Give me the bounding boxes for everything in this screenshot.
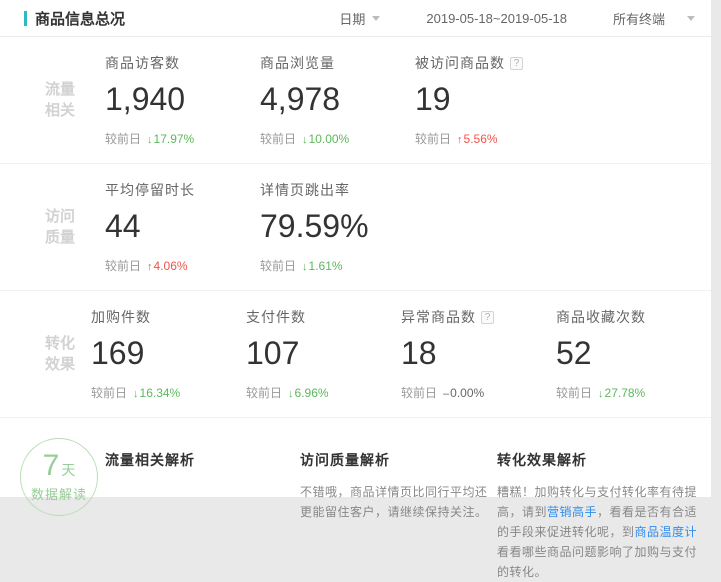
metric-visited-products: 被访问商品数? 19 较前日 ↑5.56% [415, 53, 570, 147]
trend-arrow-icon: ↓ [598, 388, 604, 400]
metric-label: 商品访客数 [105, 55, 180, 71]
insights-section: 7 天 数据解读 流量相关解析 访问质量解析 不错哦，商品详情页比同行平均还更能… [0, 418, 711, 582]
trend-arrow-icon: ↑ [457, 134, 463, 146]
terminal-dropdown[interactable]: 所有终端 [613, 9, 695, 28]
compare-label: 较前日 [260, 259, 297, 273]
badge-subtitle: 数据解读 [30, 487, 87, 502]
trend-percent: 0.00% [450, 386, 485, 400]
insight-body-visit-quality: 不错哦，商品详情页比同行平均还更能留住客户，请继续保持关注。 [300, 485, 488, 519]
metric-value: 4,978 [260, 81, 341, 117]
metric-abnormal-product-count: 异常商品数? 18 较前日 –0.00% [401, 307, 556, 401]
help-icon[interactable]: ? [481, 310, 494, 324]
trend-percent: 6.96% [294, 386, 329, 400]
trend-arrow-icon: ↑ [147, 261, 153, 273]
compare-label: 较前日 [91, 386, 128, 400]
compare-label: 较前日 [415, 132, 452, 146]
page-title: 商品信息总况 [35, 10, 126, 28]
seven-day-badge: 7 天 数据解读 [20, 438, 98, 516]
metric-paid-item-count: 支付件数 107 较前日 ↓6.96% [246, 307, 401, 401]
badge-days-number: 7 [42, 449, 60, 482]
metric-label: 异常商品数 [401, 309, 476, 325]
compare-label: 较前日 [105, 259, 142, 273]
section-conversion: 转化 效果 加购件数 169 较前日 ↓16.34% 支付件数 107 较前日 ↓6… [0, 291, 711, 418]
marketing-expert-link[interactable]: 营销高手 [547, 505, 598, 519]
metric-label: 支付件数 [246, 309, 306, 325]
compare-label: 较前日 [105, 132, 142, 146]
title-accent-bar [24, 10, 27, 26]
metric-label: 被访问商品数 [415, 55, 505, 71]
chevron-down-icon [372, 15, 381, 21]
section-visit-quality: 访问 质量 平均停留时长 44 较前日 ↑4.06% 详情页跳出率 79.59% … [0, 164, 711, 291]
metric-avg-stay-duration: 平均停留时长 44 较前日 ↑4.06% [105, 180, 260, 274]
trend-flat-icon: – [443, 388, 450, 400]
section-label-traffic: 流量 相关 [45, 81, 76, 119]
trend-percent: 4.06% [153, 259, 188, 273]
insight-visit-quality: 访问质量解析 不错哦，商品详情页比同行平均还更能留住客户，请继续保持关注。 [300, 438, 497, 522]
metric-label: 加购件数 [91, 309, 151, 325]
insight-conversion: 转化效果解析 糟糕！加购转化与支付转化率有待提高，请到营销高手，看看是否有合适的… [497, 438, 703, 582]
metric-product-visitors: 商品访客数 1,940 较前日 ↓17.97% [105, 53, 260, 147]
trend-percent: 17.97% [153, 132, 195, 146]
date-range-picker[interactable]: 2019-05-18~2019-05-18 [426, 10, 567, 26]
date-type-dropdown[interactable]: 日期 [339, 9, 381, 28]
trend-percent: 27.78% [604, 386, 646, 400]
section-label-conversion: 转化 效果 [45, 335, 76, 373]
product-thermometer-link[interactable]: 商品温度计 [634, 525, 698, 539]
chevron-down-icon [687, 15, 695, 21]
metric-value: 1,940 [105, 81, 186, 117]
compare-label: 较前日 [401, 386, 438, 400]
help-icon[interactable]: ? [510, 56, 523, 70]
metric-value: 19 [415, 81, 451, 117]
insight-heading-traffic: 流量相关解析 [105, 452, 195, 468]
section-traffic: 流量 相关 商品访客数 1,940 较前日 ↓17.97% 商品浏览量 4,978… [0, 37, 711, 164]
insight-heading-visit-quality: 访问质量解析 [300, 452, 390, 468]
metric-value: 52 [556, 335, 592, 371]
compare-label: 较前日 [246, 386, 283, 400]
insight-heading-conversion: 转化效果解析 [497, 452, 587, 468]
trend-arrow-icon: ↓ [133, 388, 139, 400]
metric-label: 商品浏览量 [260, 55, 335, 71]
badge-days-unit: 天 [61, 462, 76, 478]
insight-traffic: 流量相关解析 [105, 438, 300, 482]
trend-percent: 10.00% [308, 132, 350, 146]
trend-arrow-icon: ↓ [302, 261, 308, 273]
compare-label: 较前日 [556, 386, 593, 400]
trend-percent: 1.61% [308, 259, 343, 273]
metric-label: 平均停留时长 [105, 182, 195, 198]
metric-value: 169 [91, 335, 145, 371]
compare-label: 较前日 [260, 132, 297, 146]
header: 商品信息总况 日期 2019-05-18~2019-05-18 所有终端 [0, 0, 711, 37]
header-title-wrap: 商品信息总况 [24, 8, 125, 29]
metric-value: 44 [105, 208, 141, 244]
metric-label: 详情页跳出率 [260, 182, 350, 198]
metric-product-pageviews: 商品浏览量 4,978 较前日 ↓10.00% [260, 53, 415, 147]
trend-arrow-icon: ↓ [288, 388, 294, 400]
metric-product-favorites: 商品收藏次数 52 较前日 ↓27.78% [556, 307, 711, 401]
date-type-label: 日期 [339, 11, 366, 27]
insight-body-conversion: 糟糕！加购转化与支付转化率有待提高，请到营销高手，看看是否有合适的手段来促进转化… [497, 485, 698, 579]
terminal-label: 所有终端 [612, 11, 665, 27]
trend-arrow-icon: ↓ [147, 134, 153, 146]
metric-value: 107 [246, 335, 300, 371]
metric-value: 18 [401, 335, 437, 371]
trend-percent: 16.34% [139, 386, 181, 400]
section-label-visit-quality: 访问 质量 [45, 208, 76, 246]
metric-label: 商品收藏次数 [556, 309, 646, 325]
metric-detail-bounce-rate: 详情页跳出率 79.59% 较前日 ↓1.61% [260, 180, 415, 274]
trend-percent: 5.56% [463, 132, 498, 146]
metric-value: 79.59% [260, 208, 369, 244]
header-controls: 日期 2019-05-18~2019-05-18 所有终端 [339, 9, 695, 28]
trend-arrow-icon: ↓ [302, 134, 308, 146]
metric-cart-add-count: 加购件数 169 较前日 ↓16.34% [91, 307, 246, 401]
